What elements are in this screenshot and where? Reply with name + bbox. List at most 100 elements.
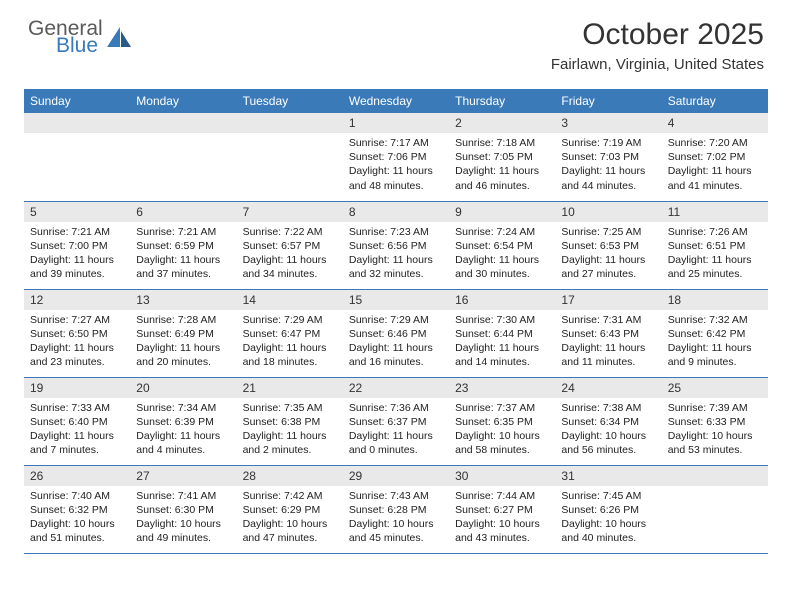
daylight-text: and 47 minutes. [243,531,337,545]
week-row: 1Sunrise: 7:17 AMSunset: 7:06 PMDaylight… [24,113,768,201]
day-detail: Sunrise: 7:36 AMSunset: 6:37 PMDaylight:… [343,398,449,462]
day-cell: 16Sunrise: 7:30 AMSunset: 6:44 PMDayligh… [449,289,555,377]
day-detail: Sunrise: 7:34 AMSunset: 6:39 PMDaylight:… [130,398,236,462]
day-number: 3 [555,113,661,133]
day-number [130,113,236,133]
week-row: 19Sunrise: 7:33 AMSunset: 6:40 PMDayligh… [24,377,768,465]
daylight-text: and 11 minutes. [561,355,655,369]
daylight-text: Daylight: 11 hours [561,253,655,267]
daylight-text: and 37 minutes. [136,267,230,281]
sunrise-text: Sunrise: 7:25 AM [561,225,655,239]
sunset-text: Sunset: 7:03 PM [561,150,655,164]
sunset-text: Sunset: 7:00 PM [30,239,124,253]
logo: General Blue [28,18,133,56]
sunset-text: Sunset: 6:54 PM [455,239,549,253]
sunset-text: Sunset: 6:30 PM [136,503,230,517]
day-detail [237,133,343,183]
day-cell: 22Sunrise: 7:36 AMSunset: 6:37 PMDayligh… [343,377,449,465]
daylight-text: Daylight: 10 hours [30,517,124,531]
sunrise-text: Sunrise: 7:43 AM [349,489,443,503]
week-row: 12Sunrise: 7:27 AMSunset: 6:50 PMDayligh… [24,289,768,377]
daylight-text: and 32 minutes. [349,267,443,281]
daylight-text: and 49 minutes. [136,531,230,545]
daylight-text: and 18 minutes. [243,355,337,369]
sunset-text: Sunset: 6:40 PM [30,415,124,429]
page-header: General Blue October 2025 Fairlawn, Virg… [0,0,792,81]
daylight-text: Daylight: 11 hours [243,253,337,267]
day-cell: 2Sunrise: 7:18 AMSunset: 7:05 PMDaylight… [449,113,555,201]
daylight-text: and 45 minutes. [349,531,443,545]
daylight-text: and 40 minutes. [561,531,655,545]
day-number: 23 [449,378,555,398]
day-detail: Sunrise: 7:23 AMSunset: 6:56 PMDaylight:… [343,222,449,286]
day-cell: 24Sunrise: 7:38 AMSunset: 6:34 PMDayligh… [555,377,661,465]
day-detail: Sunrise: 7:40 AMSunset: 6:32 PMDaylight:… [24,486,130,550]
day-number: 9 [449,202,555,222]
logo-word-blue: Blue [56,35,103,56]
sunset-text: Sunset: 6:49 PM [136,327,230,341]
sunset-text: Sunset: 6:42 PM [668,327,762,341]
daylight-text: and 46 minutes. [455,179,549,193]
day-number: 1 [343,113,449,133]
sunset-text: Sunset: 6:28 PM [349,503,443,517]
sunrise-text: Sunrise: 7:20 AM [668,136,762,150]
day-number: 29 [343,466,449,486]
sunrise-text: Sunrise: 7:44 AM [455,489,549,503]
empty-day-cell [24,113,130,201]
day-number: 28 [237,466,343,486]
sunset-text: Sunset: 6:46 PM [349,327,443,341]
daylight-text: and 20 minutes. [136,355,230,369]
sunrise-text: Sunrise: 7:45 AM [561,489,655,503]
sunrise-text: Sunrise: 7:32 AM [668,313,762,327]
sunset-text: Sunset: 6:34 PM [561,415,655,429]
sunset-text: Sunset: 6:50 PM [30,327,124,341]
sunset-text: Sunset: 7:05 PM [455,150,549,164]
daylight-text: Daylight: 11 hours [455,164,549,178]
day-cell: 15Sunrise: 7:29 AMSunset: 6:46 PMDayligh… [343,289,449,377]
daylight-text: and 53 minutes. [668,443,762,457]
sunrise-text: Sunrise: 7:30 AM [455,313,549,327]
daylight-text: Daylight: 11 hours [349,164,443,178]
day-detail [24,133,130,183]
week-row: 26Sunrise: 7:40 AMSunset: 6:32 PMDayligh… [24,465,768,553]
sunrise-text: Sunrise: 7:27 AM [30,313,124,327]
daylight-text: Daylight: 10 hours [243,517,337,531]
sunset-text: Sunset: 6:57 PM [243,239,337,253]
sunset-text: Sunset: 6:35 PM [455,415,549,429]
daylight-text: Daylight: 11 hours [30,429,124,443]
day-cell: 28Sunrise: 7:42 AMSunset: 6:29 PMDayligh… [237,465,343,553]
day-number: 19 [24,378,130,398]
sunrise-text: Sunrise: 7:18 AM [455,136,549,150]
sunrise-text: Sunrise: 7:37 AM [455,401,549,415]
day-cell: 29Sunrise: 7:43 AMSunset: 6:28 PMDayligh… [343,465,449,553]
sunrise-text: Sunrise: 7:29 AM [349,313,443,327]
day-number: 26 [24,466,130,486]
day-detail: Sunrise: 7:39 AMSunset: 6:33 PMDaylight:… [662,398,768,462]
sunrise-text: Sunrise: 7:19 AM [561,136,655,150]
sunrise-text: Sunrise: 7:31 AM [561,313,655,327]
daylight-text: Daylight: 10 hours [561,517,655,531]
day-number: 7 [237,202,343,222]
sunset-text: Sunset: 6:39 PM [136,415,230,429]
daylight-text: and 9 minutes. [668,355,762,369]
daylight-text: Daylight: 11 hours [30,253,124,267]
sunrise-text: Sunrise: 7:21 AM [30,225,124,239]
sail-icon [107,27,133,49]
day-number: 25 [662,378,768,398]
day-cell: 5Sunrise: 7:21 AMSunset: 7:00 PMDaylight… [24,201,130,289]
sunset-text: Sunset: 6:38 PM [243,415,337,429]
day-cell: 18Sunrise: 7:32 AMSunset: 6:42 PMDayligh… [662,289,768,377]
daylight-text: and 14 minutes. [455,355,549,369]
sunset-text: Sunset: 6:59 PM [136,239,230,253]
sunset-text: Sunset: 6:56 PM [349,239,443,253]
sunset-text: Sunset: 6:37 PM [349,415,443,429]
daylight-text: and 44 minutes. [561,179,655,193]
daylight-text: Daylight: 11 hours [668,164,762,178]
sunrise-text: Sunrise: 7:34 AM [136,401,230,415]
day-cell: 17Sunrise: 7:31 AMSunset: 6:43 PMDayligh… [555,289,661,377]
logo-text: General Blue [28,18,103,56]
day-detail: Sunrise: 7:17 AMSunset: 7:06 PMDaylight:… [343,133,449,197]
daylight-text: Daylight: 11 hours [136,341,230,355]
daylight-text: and 43 minutes. [455,531,549,545]
day-detail: Sunrise: 7:26 AMSunset: 6:51 PMDaylight:… [662,222,768,286]
